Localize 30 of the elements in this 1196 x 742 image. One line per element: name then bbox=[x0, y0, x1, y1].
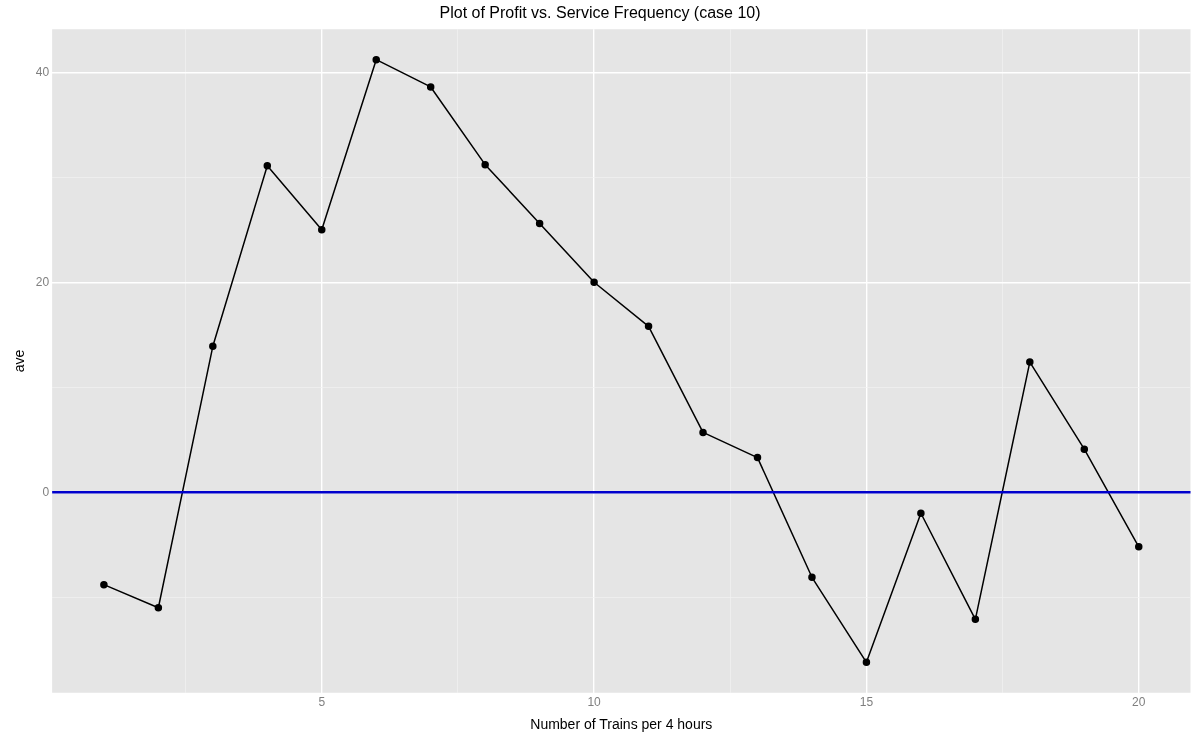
point bbox=[644, 322, 653, 331]
chart-title: Plot of Profit vs. Service Frequency (case 10) bbox=[439, 4, 761, 22]
x-tick-label: 15 bbox=[859, 695, 874, 710]
point bbox=[917, 509, 925, 517]
x-tick-label: 5 bbox=[318, 695, 326, 710]
x-tick-label: 20 bbox=[1132, 695, 1146, 710]
point bbox=[209, 342, 217, 351]
point bbox=[481, 160, 489, 169]
point bbox=[318, 226, 326, 234]
point bbox=[971, 615, 980, 624]
point bbox=[699, 428, 707, 437]
point bbox=[862, 658, 871, 667]
point bbox=[263, 161, 272, 170]
point bbox=[1135, 543, 1143, 551]
point bbox=[808, 573, 816, 582]
point bbox=[1080, 445, 1089, 453]
y-tick-label: 40 bbox=[35, 64, 50, 79]
y-axis-title: ave bbox=[11, 349, 28, 373]
x-axis-title: Number of Trains per 4 hours bbox=[530, 716, 713, 733]
y-tick-label: 20 bbox=[35, 274, 50, 289]
point bbox=[100, 580, 108, 589]
y-tick-label: 0 bbox=[42, 484, 50, 499]
x-tick-label: 10 bbox=[587, 695, 602, 710]
point bbox=[535, 219, 544, 228]
point bbox=[154, 604, 163, 612]
point bbox=[1026, 358, 1034, 366]
point bbox=[426, 83, 435, 91]
point bbox=[753, 453, 762, 462]
point bbox=[372, 55, 380, 64]
point bbox=[590, 278, 598, 286]
